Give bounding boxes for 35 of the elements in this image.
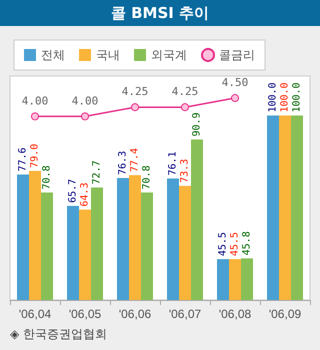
data-label: 45.5 [218,232,228,256]
data-label: 4.25 [122,85,148,98]
data-label: 4.25 [172,85,198,98]
data-label: 100.0 [280,82,290,113]
data-label: 77.4 [130,148,140,172]
x-tick-label: '06,08 [218,307,252,321]
data-label: 76.1 [168,151,178,176]
data-label: 45.5 [230,232,240,256]
data-label: 70.8 [42,165,52,190]
data-label: 70.8 [142,165,152,190]
legend-label: 전체 [41,48,65,62]
data-label: 64.3 [80,182,90,207]
chart-title: 콜 BMSI 추이 [0,0,320,26]
data-label: 65.7 [68,178,78,203]
x-tick-label: '06,09 [268,307,302,321]
data-label: 4.00 [72,94,98,108]
data-label: 4.50 [222,76,248,90]
x-tick-label: '06,06 [118,307,152,321]
data-label: 100.0 [292,82,302,113]
x-tick-label: '06,04 [18,307,52,321]
legend-label: 국내 [96,48,120,62]
x-tick-label: '06,07 [168,307,202,321]
data-label: 79.0 [30,144,40,168]
data-label: 77.6 [18,147,28,172]
data-label: 72.7 [92,160,102,184]
data-label: 73.3 [180,158,190,183]
x-tick-label: '06,05 [68,307,102,321]
data-label: 90.9 [192,112,202,137]
data-label: 4.00 [22,94,48,108]
legend-label: 콜금리 [219,48,255,62]
text: ◈ 한국증권업협회 [10,326,108,343]
legend-label: 외국계 [151,48,187,62]
data-label: 100.0 [268,82,278,113]
data-label: 76.3 [118,150,128,175]
data-label: 45.8 [242,231,252,256]
